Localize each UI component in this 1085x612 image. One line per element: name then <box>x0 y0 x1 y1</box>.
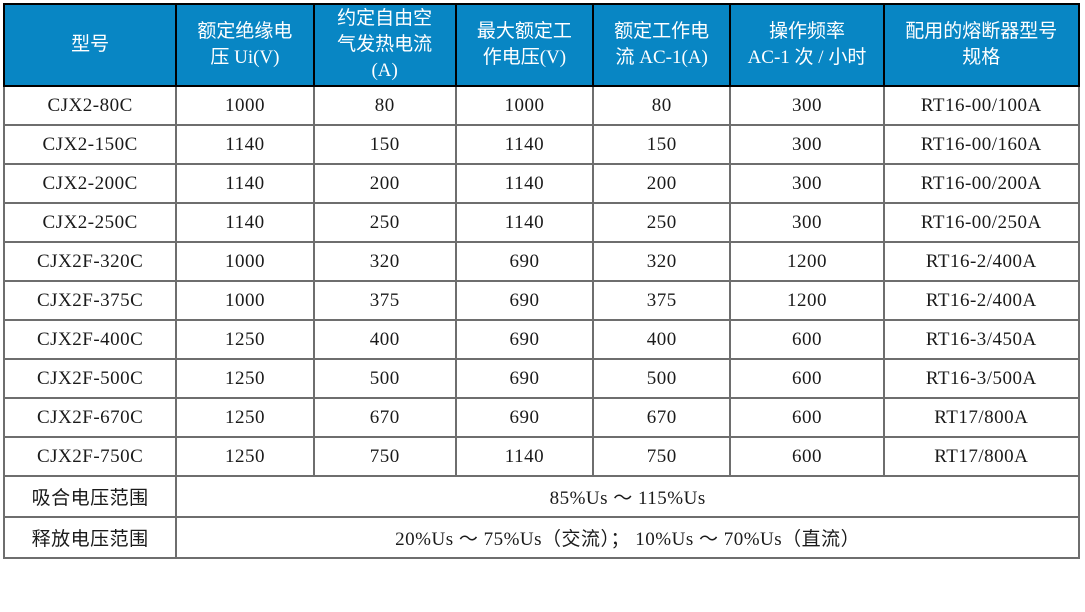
table-footer: 吸合电压范围 85%Us ～ 115%Us 释放电压范围 20%Us ～ 75%… <box>2 475 1080 559</box>
header-operating-frequency: 操作频率 AC-1 次 / 小时 <box>729 3 885 87</box>
cell-value: RT16-00/100A <box>882 85 1081 126</box>
cell-value: RT16-3/450A <box>882 319 1081 360</box>
cell-value: 1250 <box>175 358 315 399</box>
cell-value: 1250 <box>175 397 315 438</box>
cell-value: 670 <box>592 397 732 438</box>
table-row: CJX2-150C 1140 150 1140 150 300 RT16-00/160A <box>2 124 1081 165</box>
cell-value: 375 <box>312 280 457 321</box>
table-header: 型号 额定绝缘电 压 Ui(V) 约定自由空 气发热电流 (A) 最大额定工 作… <box>2 3 1081 87</box>
cell-value: 1140 <box>454 202 595 243</box>
cell-value: RT16-2/400A <box>882 241 1081 282</box>
cell-value: 150 <box>592 124 732 165</box>
cell-value: 1140 <box>454 124 595 165</box>
cell-model: CJX2F-500C <box>2 358 178 399</box>
cell-value: RT16-00/250A <box>882 202 1081 243</box>
cell-model: CJX2-250C <box>2 202 178 243</box>
cell-value: 300 <box>729 163 885 204</box>
release-voltage-row: 释放电压范围 20%Us ～ 75%Us（交流）； 10%Us ～ 70%Us（… <box>2 516 1080 559</box>
cell-value: RT17/800A <box>882 397 1081 438</box>
cell-value: 200 <box>312 163 457 204</box>
cell-value: 1140 <box>175 202 315 243</box>
cell-value: 1200 <box>729 241 885 282</box>
release-voltage-value: 20%Us ～ 75%Us（交流）； 10%Us ～ 70%Us（直流） <box>175 516 1080 559</box>
release-voltage-label: 释放电压范围 <box>2 516 178 559</box>
cell-value: 1000 <box>175 85 315 126</box>
header-fuse-model-spec: 配用的熔断器型号 规格 <box>882 3 1081 87</box>
cell-model: CJX2F-400C <box>2 319 178 360</box>
table-row: CJX2F-320C 1000 320 690 320 1200 RT16-2/400A <box>2 241 1081 282</box>
cell-value: 1140 <box>454 436 595 477</box>
table-row: CJX2-200C 1140 200 1140 200 300 RT16-00/200A <box>2 163 1081 204</box>
cell-value: RT16-00/160A <box>882 124 1081 165</box>
header-model: 型号 <box>2 3 178 87</box>
cell-value: 250 <box>592 202 732 243</box>
table-row: CJX2-80C 1000 80 1000 80 300 RT16-00/100A <box>2 85 1081 126</box>
table-row: CJX2F-670C 1250 670 690 670 600 RT17/800A <box>2 397 1081 438</box>
cell-value: 250 <box>312 202 457 243</box>
cell-value: 600 <box>729 319 885 360</box>
cell-value: 690 <box>454 280 595 321</box>
cell-value: 150 <box>312 124 457 165</box>
header-rated-operating-current-ac1: 额定工作电 流 AC-1(A) <box>592 3 732 87</box>
cell-value: 690 <box>454 358 595 399</box>
cell-value: 400 <box>312 319 457 360</box>
cell-value: 500 <box>592 358 732 399</box>
cell-model: CJX2F-375C <box>2 280 178 321</box>
cell-value: 320 <box>592 241 732 282</box>
cell-value: 670 <box>312 397 457 438</box>
header-conventional-free-air-thermal-current: 约定自由空 气发热电流 (A) <box>312 3 457 87</box>
cell-model: CJX2-200C <box>2 163 178 204</box>
cell-value: 1000 <box>175 280 315 321</box>
cell-model: CJX2-150C <box>2 124 178 165</box>
header-rated-insulation-voltage: 额定绝缘电 压 Ui(V) <box>175 3 315 87</box>
cell-model: CJX2-80C <box>2 85 178 126</box>
cell-value: 1250 <box>175 319 315 360</box>
table-row: CJX2F-500C 1250 500 690 500 600 RT16-3/500A <box>2 358 1081 399</box>
cell-value: 690 <box>454 397 595 438</box>
cell-value: RT16-3/500A <box>882 358 1081 399</box>
pickup-voltage-value: 85%Us ～ 115%Us <box>175 475 1080 518</box>
cell-value: 200 <box>592 163 732 204</box>
cell-value: 1000 <box>175 241 315 282</box>
table-row: CJX2F-400C 1250 400 690 400 600 RT16-3/450A <box>2 319 1081 360</box>
cell-value: 750 <box>592 436 732 477</box>
cell-value: 1140 <box>175 163 315 204</box>
header-row: 型号 额定绝缘电 压 Ui(V) 约定自由空 气发热电流 (A) 最大额定工 作… <box>2 3 1081 87</box>
cell-value: 300 <box>729 202 885 243</box>
cell-value: 600 <box>729 436 885 477</box>
pickup-voltage-label: 吸合电压范围 <box>2 475 178 518</box>
cell-value: RT17/800A <box>882 436 1081 477</box>
cell-value: 1140 <box>454 163 595 204</box>
cell-value: 690 <box>454 241 595 282</box>
table-body: CJX2-80C 1000 80 1000 80 300 RT16-00/100A CJX2-… <box>2 85 1081 477</box>
cell-value: RT16-2/400A <box>882 280 1081 321</box>
cell-value: 600 <box>729 397 885 438</box>
cell-value: RT16-00/200A <box>882 163 1081 204</box>
cell-value: 750 <box>312 436 457 477</box>
cell-value: 1000 <box>454 85 595 126</box>
cell-value: 375 <box>592 280 732 321</box>
cell-value: 690 <box>454 319 595 360</box>
cell-value: 1140 <box>175 124 315 165</box>
table-row: CJX2-250C 1140 250 1140 250 300 RT16-00/250A <box>2 202 1081 243</box>
cell-model: CJX2F-750C <box>2 436 178 477</box>
cell-value: 1250 <box>175 436 315 477</box>
cell-value: 500 <box>312 358 457 399</box>
cell-value: 300 <box>729 85 885 126</box>
cell-value: 1200 <box>729 280 885 321</box>
cell-value: 80 <box>312 85 457 126</box>
table-row: CJX2F-375C 1000 375 690 375 1200 RT16-2/400A <box>2 280 1081 321</box>
cell-model: CJX2F-670C <box>2 397 178 438</box>
cell-value: 300 <box>729 124 885 165</box>
table-row: CJX2F-750C 1250 750 1140 750 600 RT17/800A <box>2 436 1081 477</box>
cell-value: 400 <box>592 319 732 360</box>
contactor-spec-table: 型号 额定绝缘电 压 Ui(V) 约定自由空 气发热电流 (A) 最大额定工 作… <box>2 3 1081 559</box>
cell-model: CJX2F-320C <box>2 241 178 282</box>
cell-value: 80 <box>592 85 732 126</box>
cell-value: 600 <box>729 358 885 399</box>
header-max-rated-operating-voltage: 最大额定工 作电压(V) <box>454 3 595 87</box>
cell-value: 320 <box>312 241 457 282</box>
pickup-voltage-row: 吸合电压范围 85%Us ～ 115%Us <box>2 475 1080 518</box>
